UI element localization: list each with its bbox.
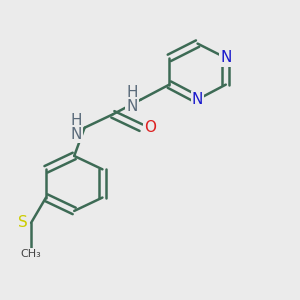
- Text: N: N: [220, 50, 232, 65]
- Text: H
N: H N: [127, 85, 138, 114]
- Text: O: O: [144, 120, 156, 135]
- Text: S: S: [18, 215, 28, 230]
- Text: N: N: [192, 92, 203, 107]
- Text: CH₃: CH₃: [21, 249, 41, 259]
- Text: H
N: H N: [70, 113, 82, 142]
